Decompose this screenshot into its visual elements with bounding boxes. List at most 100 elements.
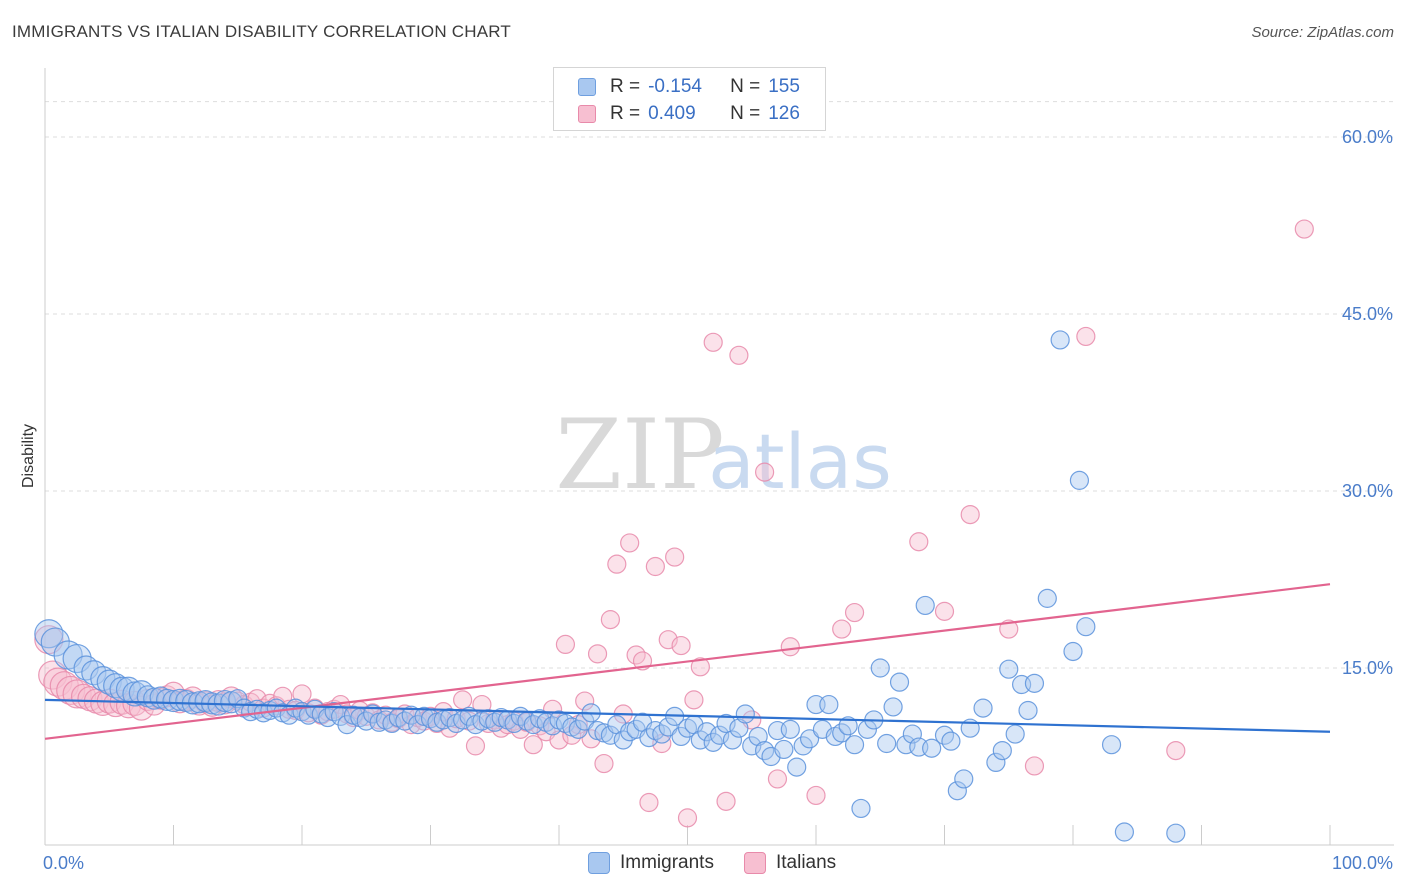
legend-swatch-italians: [578, 105, 596, 123]
immigrants-point: [1166, 823, 1186, 843]
italians-point: [645, 556, 665, 577]
immigrants-point: [780, 719, 800, 739]
y-tick-label: 45.0%: [1342, 304, 1393, 324]
italians-trend-line: [44, 583, 1331, 740]
italians-point: [555, 634, 576, 655]
immigrants-point: [168, 688, 192, 711]
immigrants-point: [973, 698, 993, 718]
immigrants-point: [986, 752, 1006, 773]
immigrants-point: [162, 689, 185, 713]
chart-title: IMMIGRANTS VS ITALIAN DISABILITY CORRELA…: [12, 22, 511, 41]
italians-point: [600, 610, 621, 630]
legend-label-immigrants: Immigrants: [620, 852, 714, 873]
x-tick-label: 0.0%: [43, 853, 84, 873]
immigrants-point: [877, 733, 897, 754]
immigrants-point: [941, 731, 961, 751]
series-legend: Immigrants Italians: [588, 852, 866, 874]
immigrants-point: [954, 769, 974, 789]
legend-item-immigrants[interactable]: Immigrants: [588, 852, 714, 874]
immigrants-point: [1018, 700, 1038, 721]
italians-point: [716, 791, 736, 811]
italians-point: [754, 462, 775, 482]
grid-lines: [45, 101, 1394, 669]
watermark-atlas: atlas: [708, 417, 892, 506]
italians-point: [690, 657, 710, 677]
immigrants-point: [1063, 641, 1083, 662]
immigrants-point: [722, 730, 743, 750]
immigrants-point: [838, 716, 858, 736]
italians-point: [465, 736, 486, 756]
immigrants-point: [889, 672, 910, 692]
immigrants-point: [1024, 673, 1045, 693]
italians-point: [594, 753, 614, 774]
legend-label-italians: Italians: [775, 852, 837, 873]
immigrants-point: [748, 726, 768, 747]
immigrants-point: [658, 717, 678, 737]
italians-point: [523, 735, 543, 755]
immigrants-point: [729, 718, 749, 738]
axes: [44, 68, 1394, 846]
immigrants-point: [870, 658, 890, 678]
immigrants-point: [1050, 330, 1070, 350]
italians-point: [453, 690, 473, 710]
immigrants-point: [1114, 822, 1135, 842]
italians-point: [934, 601, 955, 621]
y-axis-label: Disability: [20, 424, 37, 488]
italians-point: [1076, 326, 1096, 347]
immigrants-point: [851, 798, 871, 819]
immigrants-point: [90, 666, 116, 692]
legend-row-immigrants: R = -0.154 N = 155: [578, 74, 800, 100]
italians-point: [832, 619, 852, 639]
italians-point: [1294, 219, 1314, 239]
immigrants-point: [1076, 617, 1096, 637]
italians-point: [729, 345, 749, 365]
y-tick-label: 30.0%: [1342, 481, 1393, 501]
immigrants-point: [992, 740, 1012, 761]
italians-point: [767, 769, 788, 789]
legend-n-value-immigrants: 155: [768, 76, 800, 97]
immigrants-point: [213, 689, 236, 713]
immigrants-point: [922, 738, 942, 758]
legend-swatch-italians: [743, 852, 766, 874]
italians-point: [677, 808, 698, 828]
italians-point: [665, 547, 685, 567]
immigrants-point: [40, 627, 70, 657]
italians-point: [703, 332, 723, 352]
legend-item-italians[interactable]: Italians: [743, 852, 837, 874]
italians-point: [607, 554, 627, 574]
watermark: ZIP atlas: [555, 399, 891, 511]
immigrants-point: [735, 704, 755, 724]
y-tick-label: 15.0%: [1342, 658, 1393, 678]
immigrants-point: [947, 781, 967, 801]
immigrants-point: [697, 722, 717, 742]
immigrants-point: [1101, 735, 1122, 755]
immigrants-point: [155, 688, 179, 711]
immigrants-point: [787, 757, 807, 777]
italians-point: [999, 619, 1019, 639]
immigrants-point: [883, 697, 903, 717]
immigrants-point: [915, 595, 935, 616]
italians-point: [587, 644, 608, 664]
immigrants-point: [96, 669, 122, 695]
source-label: Source: ZipAtlas.com: [1251, 24, 1394, 41]
legend-n-label: N =: [730, 76, 761, 97]
legend-r-value-italians: 0.409: [648, 103, 696, 124]
legend-n-value-italians: 126: [768, 103, 800, 124]
italians-point: [780, 637, 800, 657]
legend-swatch-immigrants: [578, 78, 596, 96]
legend-r-value-immigrants: -0.154: [648, 76, 702, 97]
legend-row-italians: R = 0.409 N = 126: [578, 101, 800, 127]
legend-swatch-immigrants: [588, 852, 610, 874]
immigrants-point: [228, 689, 248, 709]
italians-point: [806, 785, 826, 806]
italians-point: [960, 504, 980, 525]
italians-point: [844, 602, 865, 623]
italians-point: [639, 792, 659, 813]
immigrants-point: [1005, 724, 1025, 744]
trend-lines: [44, 583, 1331, 740]
italians-point: [472, 694, 492, 715]
legend-n-label: N =: [730, 103, 761, 124]
immigrants-trend-line: [44, 698, 1331, 733]
italians-point: [1024, 756, 1045, 776]
immigrants-point: [844, 735, 865, 755]
